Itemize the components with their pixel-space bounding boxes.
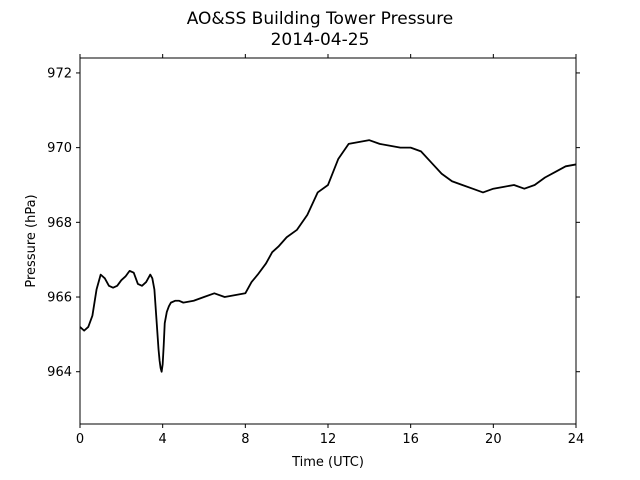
y-tick-label: 966 xyxy=(47,291,72,306)
x-tick-label: 0 xyxy=(76,432,84,447)
series-group xyxy=(79,139,577,373)
x-tick-label: 12 xyxy=(320,432,337,447)
x-tick-label: 16 xyxy=(402,432,419,447)
pressure-series-line xyxy=(79,139,577,373)
y-tick-label: 968 xyxy=(47,216,72,231)
x-tick-label: 4 xyxy=(159,432,167,447)
x-axis-label: Time (UTC) xyxy=(291,455,364,470)
x-tick-label: 20 xyxy=(485,432,502,447)
plot-area xyxy=(79,57,577,425)
axis-ticks: 0 4 8 12 16 20 24 964 966 968 970 972 xyxy=(47,54,584,447)
y-tick-label: 970 xyxy=(47,141,72,156)
x-tick-label: 8 xyxy=(241,432,249,447)
x-tick-label: 24 xyxy=(568,432,585,447)
y-tick-label: 972 xyxy=(47,66,72,81)
y-axis-label: Pressure (hPa) xyxy=(24,194,39,287)
chart-title: AO&SS Building Tower Pressure xyxy=(187,9,454,29)
chart-subtitle: 2014-04-25 xyxy=(271,30,370,50)
y-tick-label: 964 xyxy=(47,365,72,380)
